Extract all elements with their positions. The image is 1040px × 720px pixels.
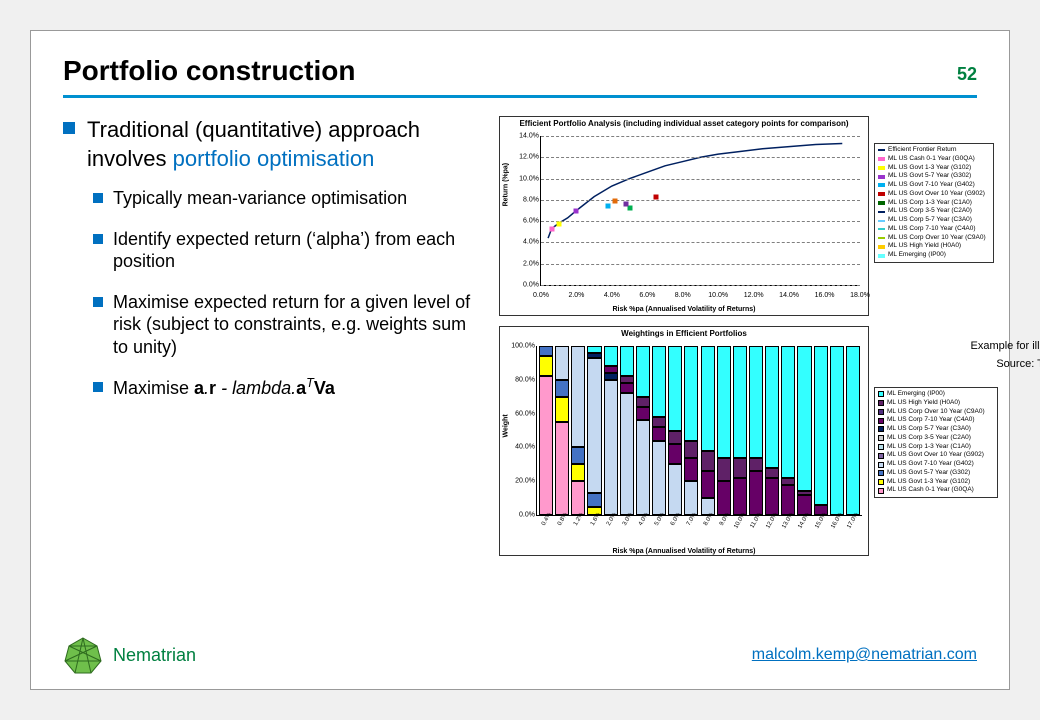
bar-segment	[571, 481, 585, 515]
bar-segment	[701, 346, 715, 451]
line-chart-title: Efficient Portfolio Analysis (including …	[500, 117, 868, 130]
title-rule	[63, 95, 977, 98]
bar-segment	[781, 346, 795, 478]
bar-segment	[749, 458, 763, 472]
bar-segment	[587, 358, 601, 493]
bar-segment	[652, 417, 666, 427]
bar-segment	[684, 441, 698, 458]
bar-segment	[539, 346, 553, 356]
bar-segment	[555, 422, 569, 515]
bar-chart-plot: 0.0%20.0%40.0%60.0%80.0%100.0%0.4%0.8%1.…	[536, 346, 862, 516]
bar-segment	[717, 481, 731, 515]
bar-segment	[636, 346, 650, 397]
bar-segment	[830, 346, 844, 515]
bar-segment	[701, 451, 715, 471]
bar-segment	[701, 471, 715, 498]
bar-segment	[717, 458, 731, 482]
bar-segment	[765, 468, 779, 478]
sub-bullet-3: Maximise expected return for a given lev…	[113, 291, 483, 359]
bar-segment	[781, 485, 795, 515]
bar-segment	[620, 346, 634, 376]
bar-segment	[749, 346, 763, 458]
line-chart-xlabel: Risk %pa (Annualised Volatility of Retur…	[500, 306, 868, 313]
bar-segment	[620, 383, 634, 393]
contact-email-link[interactable]: malcolm.kemp@nematrian.com	[752, 646, 977, 664]
bar-segment	[814, 346, 828, 505]
bar-segment	[717, 346, 731, 458]
bar-segment	[636, 420, 650, 515]
bar-segment	[749, 471, 763, 515]
bar-segment	[652, 346, 666, 417]
efficient-frontier-chart: Efficient Portfolio Analysis (including …	[499, 116, 869, 316]
bar-segment	[604, 373, 618, 380]
bar-segment	[668, 346, 682, 431]
slide: Portfolio construction 52 Traditional (q…	[30, 30, 1010, 690]
bar-segment	[668, 431, 682, 445]
bar-segment	[620, 376, 634, 383]
bar-segment	[781, 478, 795, 485]
bar-segment	[636, 407, 650, 421]
bar-segment	[539, 376, 553, 515]
sub-bullet-formula: Maximise a.r - lambda.aTVa	[113, 376, 335, 400]
bar-segment	[733, 478, 747, 515]
bar-segment	[684, 346, 698, 441]
bar-segment	[620, 393, 634, 515]
brand: Nematrian	[63, 635, 196, 675]
bar-segment	[652, 427, 666, 441]
bar-segment	[555, 346, 569, 380]
sub-bullet-2: Identify expected return (‘alpha’) from …	[113, 228, 483, 273]
text-column: Traditional (quantitative) approach invo…	[63, 116, 483, 556]
sub-bullet-1: Typically mean-variance optimisation	[113, 187, 407, 210]
bar-segment	[668, 464, 682, 515]
bar-segment	[846, 346, 860, 515]
bar-segment	[733, 346, 747, 458]
bar-segment	[684, 458, 698, 482]
bar-chart-ylabel: Weight	[503, 414, 510, 437]
bar-segment	[684, 481, 698, 515]
bar-segment	[555, 380, 569, 397]
page-title: Portfolio construction	[63, 55, 355, 87]
line-chart-legend: Efficient Frontier ReturnML US Cash 0-1 …	[874, 143, 994, 263]
bar-segment	[571, 464, 585, 481]
footer: Nematrian malcolm.kemp@nematrian.com	[63, 635, 977, 675]
charts-column: Efficient Portfolio Analysis (including …	[499, 116, 977, 556]
bar-segment	[797, 346, 811, 491]
bar-segment	[604, 380, 618, 515]
line-chart-plot: 0.0%2.0%4.0%6.0%8.0%10.0%12.0%14.0%0.0%2…	[540, 136, 860, 286]
body-area: Traditional (quantitative) approach invo…	[63, 116, 977, 556]
example-note: Example for illustration only	[970, 340, 1040, 352]
title-row: Portfolio construction 52	[63, 55, 977, 87]
bar-segment	[587, 346, 601, 353]
bar-segment	[604, 346, 618, 366]
bar-segment	[668, 444, 682, 464]
bar-segment	[571, 447, 585, 464]
bar-segment	[604, 366, 618, 373]
main-bullet: Traditional (quantitative) approach invo…	[87, 116, 483, 173]
portfolio-optimisation-link[interactable]: portfolio optimisation	[173, 146, 375, 171]
bar-segment	[765, 478, 779, 515]
bar-segment	[571, 346, 585, 447]
brand-name: Nematrian	[113, 645, 196, 666]
bar-chart-xlabel: Risk %pa (Annualised Volatility of Retur…	[500, 548, 868, 555]
bar-segment	[765, 346, 779, 468]
bar-segment	[555, 397, 569, 422]
bar-segment	[539, 356, 553, 376]
efficient-frontier-curve	[541, 136, 860, 285]
bar-segment	[636, 397, 650, 407]
bar-segment	[587, 353, 601, 358]
page-number: 52	[957, 64, 977, 85]
source-note: Source: Threadneedle	[996, 358, 1040, 370]
weightings-chart: Weightings in Efficient Portfolios Weigh…	[499, 326, 869, 556]
bar-chart-title: Weightings in Efficient Portfolios	[500, 327, 868, 340]
bar-segment	[587, 493, 601, 507]
bar-chart-legend: ML Emerging (IP00)ML US High Yield (H0A0…	[874, 387, 998, 498]
bar-segment	[652, 441, 666, 515]
bar-segment	[733, 458, 747, 478]
nematrian-logo-icon	[63, 635, 103, 675]
bar-segment	[797, 491, 811, 494]
